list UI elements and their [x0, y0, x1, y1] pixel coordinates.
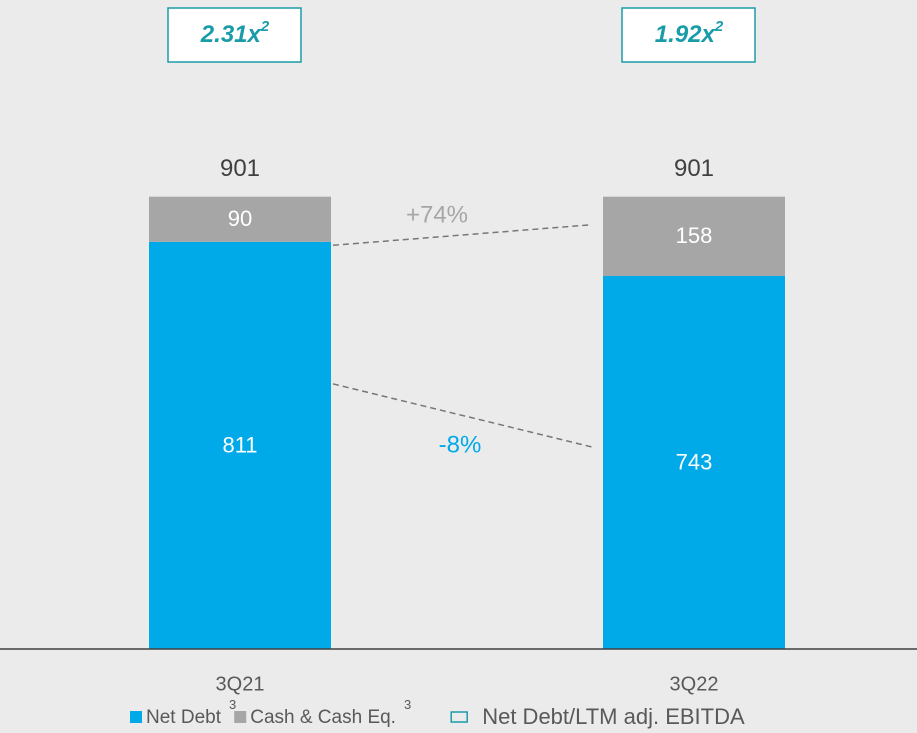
ratio-box — [621, 7, 756, 63]
ratio-box — [167, 7, 302, 63]
ratio-value: 2.31x — [200, 21, 263, 48]
legend-label: Net Debt/LTM adj. EBITDA — [482, 704, 745, 729]
legend-swatch — [130, 711, 142, 723]
ratio-footnote: 2 — [714, 18, 724, 35]
value-label: 743 — [676, 449, 713, 474]
ratio-value: 1.92x — [655, 21, 717, 48]
legend-swatch — [234, 711, 247, 723]
change-label: -8% — [439, 431, 482, 458]
legend-footnote: 3 — [229, 697, 236, 712]
ratio-footnote: 2 — [260, 18, 270, 35]
ratio-label: 1.92x2 — [655, 18, 724, 48]
bar-segment — [149, 196, 331, 242]
bar-segment — [149, 241, 331, 650]
legend-label: Cash & Cash Eq. 3 — [250, 697, 411, 728]
ratio-label: 2.31x2 — [200, 18, 270, 48]
legend-name: Net Debt — [146, 707, 222, 728]
change-connector — [332, 223, 593, 247]
value-label: 158 — [676, 223, 713, 248]
change-label: +74% — [406, 201, 468, 228]
value-label: 811 — [222, 432, 257, 457]
legend-footnote: 3 — [404, 697, 411, 712]
total-label: 901 — [674, 155, 714, 182]
x-tick-label: 3Q22 — [670, 673, 719, 695]
legend-swatch — [450, 711, 468, 723]
x-tick-label: 3Q21 — [216, 673, 265, 695]
value-label: 90 — [228, 206, 252, 231]
legend-label: Net Debt 3 — [146, 697, 236, 728]
change-connector — [332, 383, 593, 448]
bar-segment — [603, 276, 785, 649]
legend-name: Cash & Cash Eq. — [250, 707, 396, 728]
bar-segment — [603, 196, 785, 277]
total-label: 901 — [220, 155, 260, 182]
